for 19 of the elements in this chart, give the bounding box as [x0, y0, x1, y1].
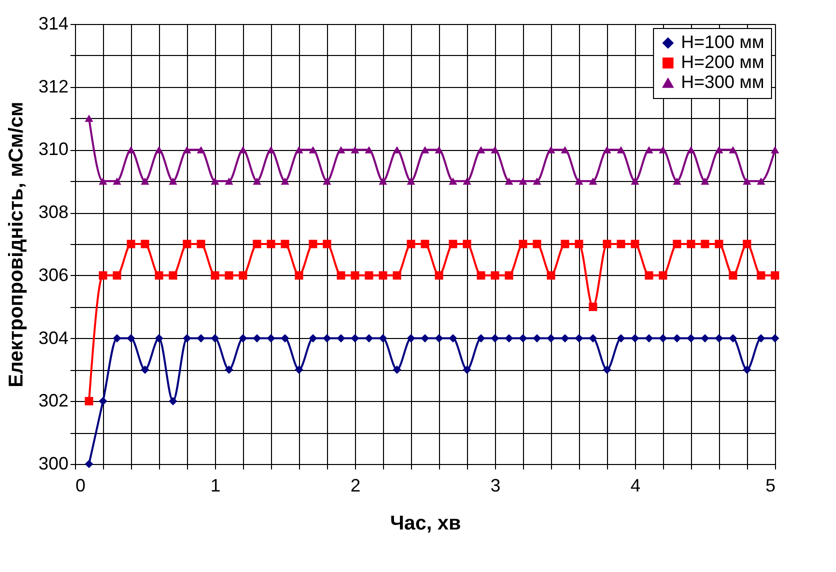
y-tick-label: 300 [38, 454, 68, 474]
y-tick-label: 310 [38, 139, 68, 160]
y-tick-label: 304 [38, 328, 68, 348]
legend-label: H=300 мм [681, 72, 764, 92]
y-tick-label: 314 [38, 14, 68, 34]
x-tick-label: 4 [630, 476, 641, 496]
legend-label: H=100 мм [681, 32, 764, 52]
x-tick-label: 3 [490, 476, 501, 496]
x-tick-label: 5 [765, 476, 776, 496]
x-tick-label: 0 [76, 476, 86, 496]
legend-label: H=200 мм [681, 52, 764, 72]
y-tick-label: 302 [38, 390, 68, 411]
x-tick-label: 2 [350, 476, 361, 496]
x-tick-label: 1 [210, 476, 221, 496]
x-axis-title: Час, хв [390, 512, 461, 534]
y-axis-title: Електропровідність, мСм/см [5, 102, 28, 388]
y-tick-label: 306 [38, 264, 68, 285]
y-tick-label: 308 [38, 202, 68, 222]
y-tick-label: 312 [38, 76, 68, 96]
